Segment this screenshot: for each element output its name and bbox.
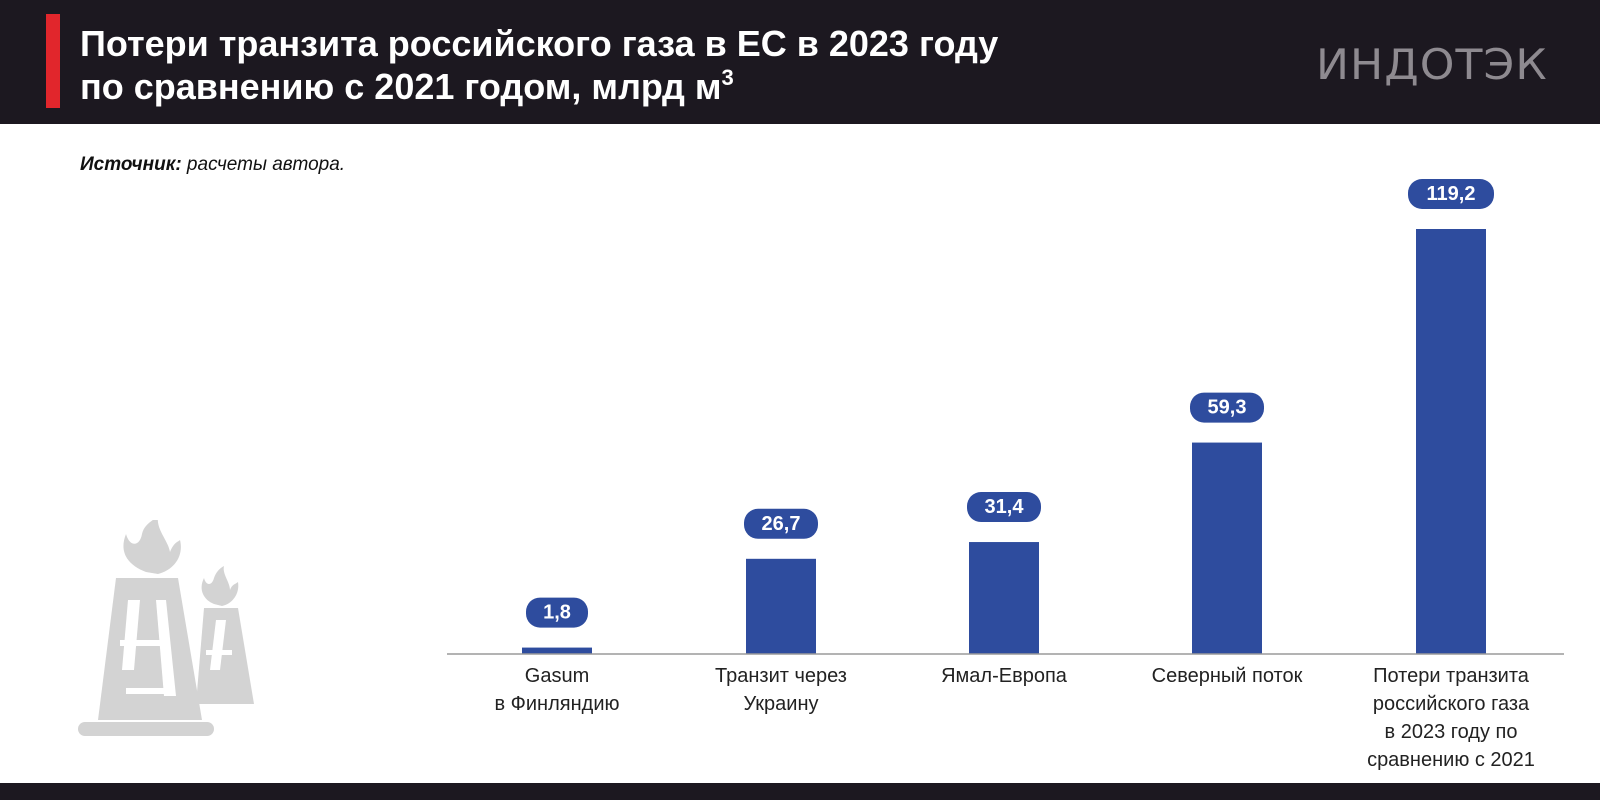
title-line-2: по сравнению с 2021 годом, млрд м <box>80 66 722 107</box>
category-label-1-line-1: Украину <box>743 693 818 715</box>
brand-logo: ИНДОТЭК <box>1316 40 1548 89</box>
category-label-2-line-0: Ямал-Европа <box>941 665 1068 687</box>
header-band: Потери транзита российского газа в ЕС в … <box>0 0 1600 124</box>
source-label: Источник: <box>80 154 182 175</box>
category-label-0-line-0: Gasum <box>525 665 589 687</box>
chart-title: Потери транзита российского газа в ЕС в … <box>80 22 1180 108</box>
value-pill-1 <box>744 508 818 539</box>
value-label-1: 26,7 <box>762 513 801 535</box>
bar-2 <box>969 542 1039 654</box>
bar-0 <box>522 647 592 654</box>
value-label-4: 119,2 <box>1427 183 1476 205</box>
source-note: Источник: расчеты автора. <box>80 154 345 176</box>
value-pill-2 <box>967 492 1041 523</box>
value-label-0: 1,8 <box>543 602 571 624</box>
value-pill-0 <box>526 597 588 628</box>
source-text: расчеты автора. <box>181 154 346 175</box>
category-label-3-line-0: Северный поток <box>1152 665 1303 687</box>
gas-towers-icon <box>78 520 254 736</box>
category-label-4-line-3: сравнению с 2021 <box>1367 749 1535 771</box>
category-label-4-line-2: в 2023 году по <box>1385 721 1518 743</box>
value-pill-3 <box>1190 392 1264 423</box>
value-pill-4 <box>1408 179 1494 209</box>
title-superscript: 3 <box>721 65 734 90</box>
value-label-3: 59,3 <box>1208 397 1247 419</box>
accent-bar <box>46 14 60 108</box>
category-label-4-line-0: Потери транзита <box>1373 665 1530 687</box>
bar-4 <box>1416 229 1486 654</box>
value-label-2: 31,4 <box>985 496 1025 518</box>
category-label-1-line-0: Транзит через <box>715 665 847 687</box>
category-label-0-line-1: в Финляндию <box>495 693 620 715</box>
footer-band <box>0 783 1600 800</box>
title-line-1: Потери транзита российского газа в ЕС в … <box>80 23 999 64</box>
category-label-4-line-1: российского газа <box>1373 693 1530 715</box>
bar-1 <box>746 558 816 654</box>
bar-3 <box>1192 442 1262 654</box>
